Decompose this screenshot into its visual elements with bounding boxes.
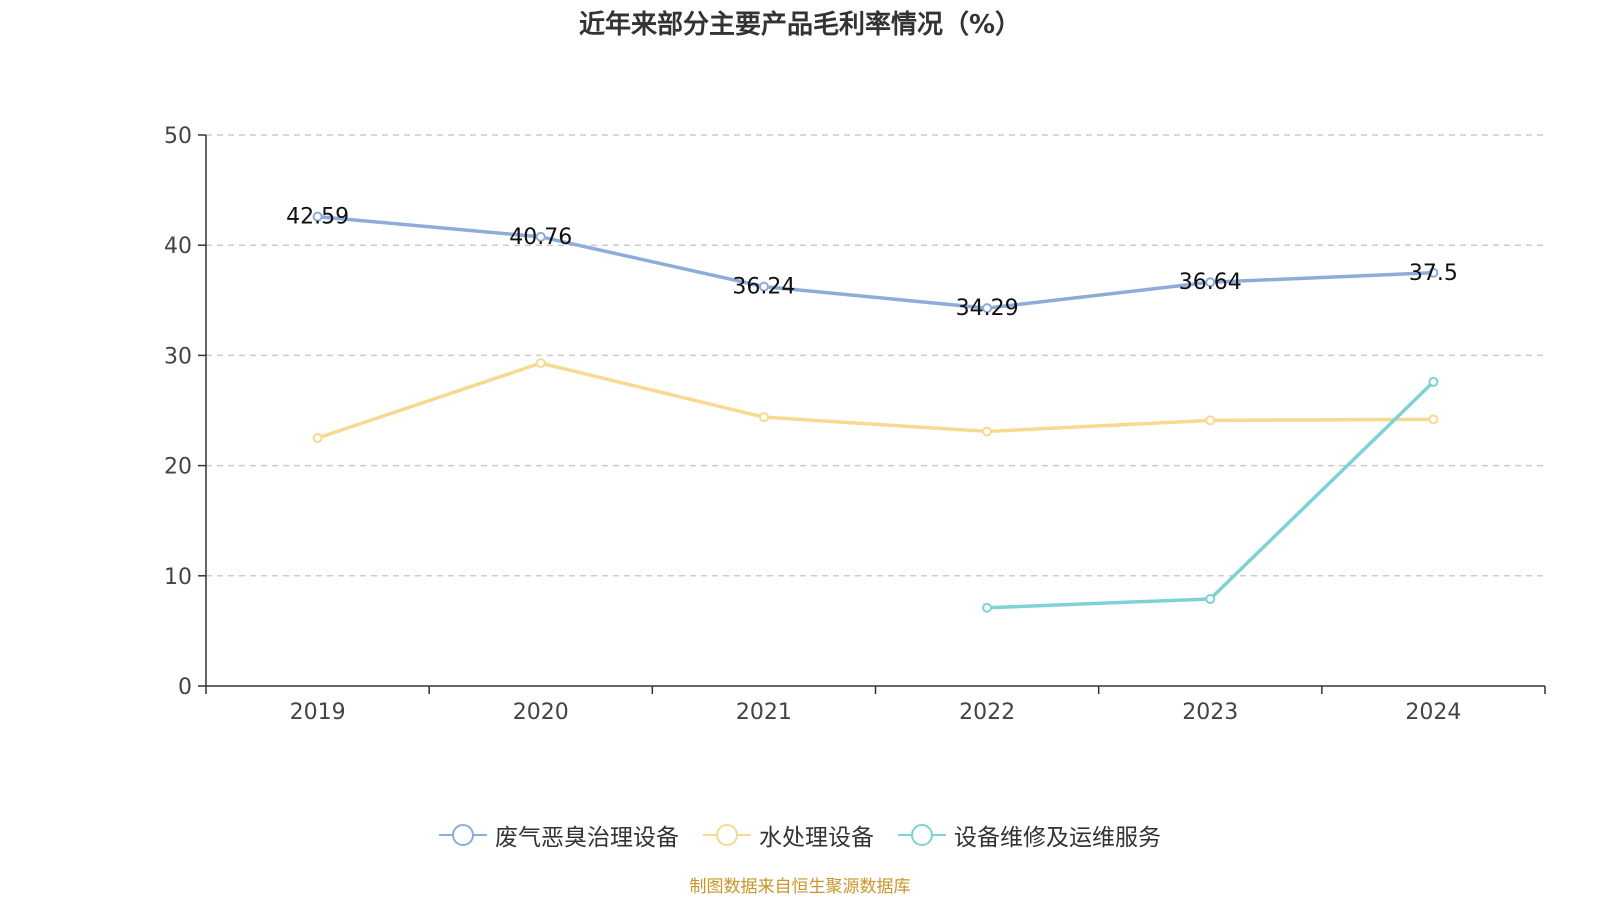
data-point[interactable] [1428,414,1439,425]
line-chart: 0 10 20 30 40 50 2019 2020 2021 2022 2023 2024 42.5… [164,124,1546,725]
y-tick-label: 30 [164,344,192,369]
x-tick-label: 2021 [736,700,792,725]
legend-item[interactable]: 废气恶臭治理设备 [439,818,679,852]
data-point[interactable] [1428,376,1439,387]
y-tick-label: 20 [164,455,192,480]
data-point[interactable] [982,426,993,437]
data-point[interactable] [1205,277,1216,288]
data-point[interactable] [1428,267,1439,278]
data-point[interactable] [535,231,546,242]
series-line-0 [317,214,1434,310]
data-point[interactable] [535,358,546,369]
data-label: 36.64 [1179,270,1242,295]
data-point[interactable] [982,602,993,613]
data-point[interactable] [758,412,769,423]
grid-lines [206,134,1545,577]
data-label: 34.29 [956,296,1019,321]
legend-line-circle-icon [898,824,946,846]
axes: 0 10 20 30 40 50 2019 2020 2021 2022 2023 2024 [164,124,1546,725]
data-label: 36.24 [732,275,795,300]
data-labels: 42.59 40.76 36.24 34.29 36.64 37.5 [286,205,1458,321]
x-tick-label: 2022 [959,700,1015,725]
y-tick-label: 40 [164,234,192,259]
data-point[interactable] [312,433,323,444]
data-point[interactable] [1205,593,1216,604]
data-label: 37.5 [1409,261,1458,286]
data-point[interactable] [1205,415,1216,426]
data-label: 42.59 [286,205,349,230]
chart-title: 近年来部分主要产品毛利率情况（%） [578,10,1022,40]
y-tick-label: 10 [164,565,192,590]
y-tick-label: 50 [164,124,192,149]
data-point[interactable] [312,211,323,222]
data-point[interactable] [758,281,769,292]
y-tick-label: 0 [178,675,192,700]
legend-line-circle-icon [703,824,751,846]
data-label: 40.76 [509,225,572,250]
x-tick-label: 2019 [290,700,346,725]
legend-label: 设备维修及运维服务 [954,825,1161,851]
legend: 废气恶臭治理设备 水处理设备 设备维修及运维服务 [0,818,1600,852]
legend-line-circle-icon [439,824,487,846]
legend-item[interactable]: 设备维修及运维服务 [898,818,1161,852]
x-tick-label: 2024 [1405,700,1461,725]
series-line-1 [317,361,1434,440]
legend-item[interactable]: 水处理设备 [703,818,874,852]
x-tick-label: 2023 [1182,700,1238,725]
x-tick-label: 2020 [513,700,569,725]
legend-label: 废气恶臭治理设备 [495,825,679,851]
source-note: 制图数据来自恒生聚源数据库 [689,877,911,897]
legend-label: 水处理设备 [759,825,874,851]
data-point[interactable] [982,303,993,314]
series-lines [312,211,1439,613]
